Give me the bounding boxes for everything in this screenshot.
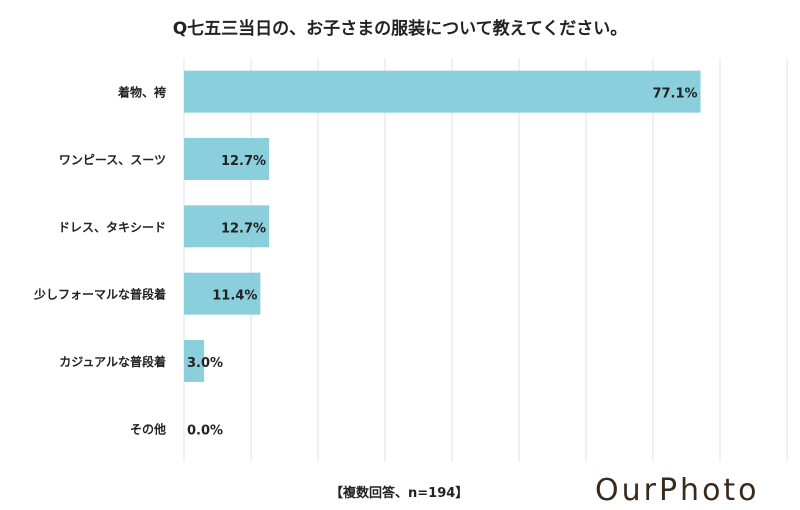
chart-title: Q七五三当日の、お子さまの服装について教えてください。 <box>172 19 628 39</box>
category-label: 着物、袴 <box>117 85 167 100</box>
bar <box>184 205 270 248</box>
bar <box>184 70 701 113</box>
data-label: 0.0% <box>187 423 223 438</box>
data-label: 11.4% <box>212 289 257 304</box>
bar <box>184 138 270 180</box>
data-label: 77.1% <box>652 87 697 102</box>
data-label: 12.7% <box>221 221 266 236</box>
category-label: ワンピース、スーツ <box>59 153 166 167</box>
bar <box>184 340 205 382</box>
data-label: 12.7% <box>221 154 266 169</box>
bar <box>184 272 261 315</box>
sample-note: 【複数回答、n=194】 <box>330 486 469 501</box>
category-label: ドレス、タキシード <box>58 220 166 234</box>
category-label: その他 <box>130 421 166 436</box>
category-label: カジュアルな普段着 <box>59 354 166 369</box>
bar-chart: 着物、袴 77.1% ワンピース、スーツ 12.7% ドレス、タキシード 12.7% 少しフ… <box>33 58 788 462</box>
ourphoto-logo: OurPhoto <box>595 473 760 508</box>
data-label: 3.0% <box>187 356 223 371</box>
category-label: 少しフォーマルな普段着 <box>33 287 166 302</box>
